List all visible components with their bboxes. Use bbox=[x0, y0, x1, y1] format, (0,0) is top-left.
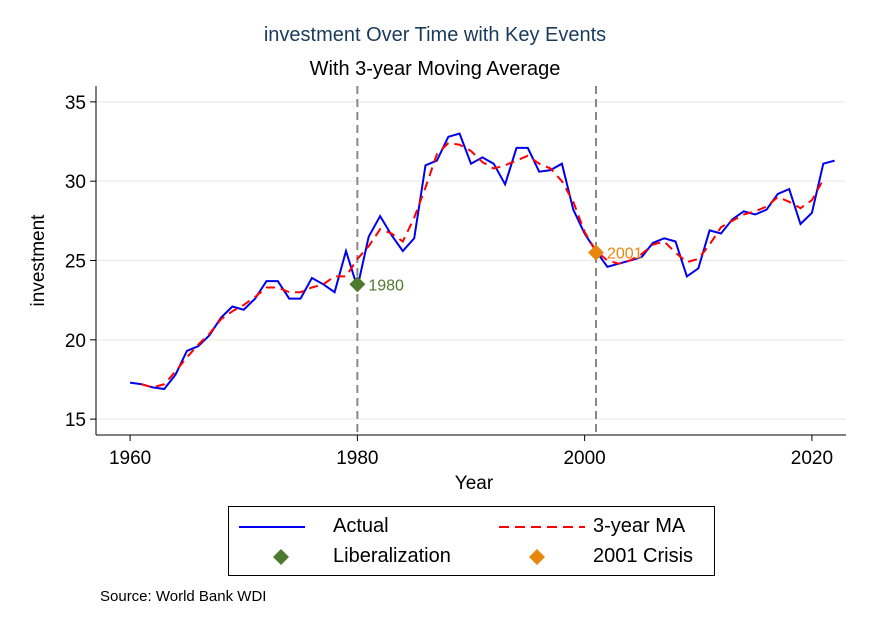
y-tick-label-25: 25 bbox=[65, 252, 86, 273]
x-tick-label-2020: 2020 bbox=[791, 448, 833, 469]
event-label-1: 2001 bbox=[607, 246, 643, 263]
chart-title: investment Over Time with Key Events bbox=[263, 24, 607, 46]
legend-ma-label: 3-year MA bbox=[593, 515, 686, 537]
legend-crisis-marker bbox=[529, 549, 545, 565]
legend-crisis-label: 2001 Crisis bbox=[593, 545, 694, 567]
event-marker-0 bbox=[349, 276, 366, 293]
legend-liberalization-marker bbox=[273, 549, 289, 565]
series-ma-line bbox=[141, 142, 825, 389]
chart-legend: Actual 3-year MA Liberalization 2001 Cri… bbox=[228, 506, 715, 576]
y-tick-label-35: 35 bbox=[65, 93, 86, 114]
x-tick-label-1960: 1960 bbox=[109, 448, 151, 469]
x-tick-label-1980: 1980 bbox=[336, 448, 378, 469]
x-axis-label: Year bbox=[455, 473, 494, 494]
event-label-0: 1980 bbox=[368, 277, 404, 294]
x-tick-label-2000: 2000 bbox=[563, 448, 605, 469]
legend-actual-label: Actual bbox=[333, 515, 389, 537]
y-tick-label-30: 30 bbox=[65, 172, 86, 193]
y-tick-label-20: 20 bbox=[65, 331, 86, 352]
legend-ma-swatch bbox=[499, 526, 585, 528]
legend-actual-swatch bbox=[239, 526, 305, 528]
y-axis-label: investment bbox=[28, 214, 49, 307]
legend-liberalization-label: Liberalization bbox=[333, 545, 451, 567]
source-note: Source: World Bank WDI bbox=[100, 588, 267, 605]
y-tick-label-15: 15 bbox=[65, 410, 86, 431]
event-marker-1 bbox=[588, 244, 604, 261]
chart-subtitle: With 3-year Moving Average bbox=[309, 58, 561, 80]
series-actual-line bbox=[129, 132, 835, 391]
